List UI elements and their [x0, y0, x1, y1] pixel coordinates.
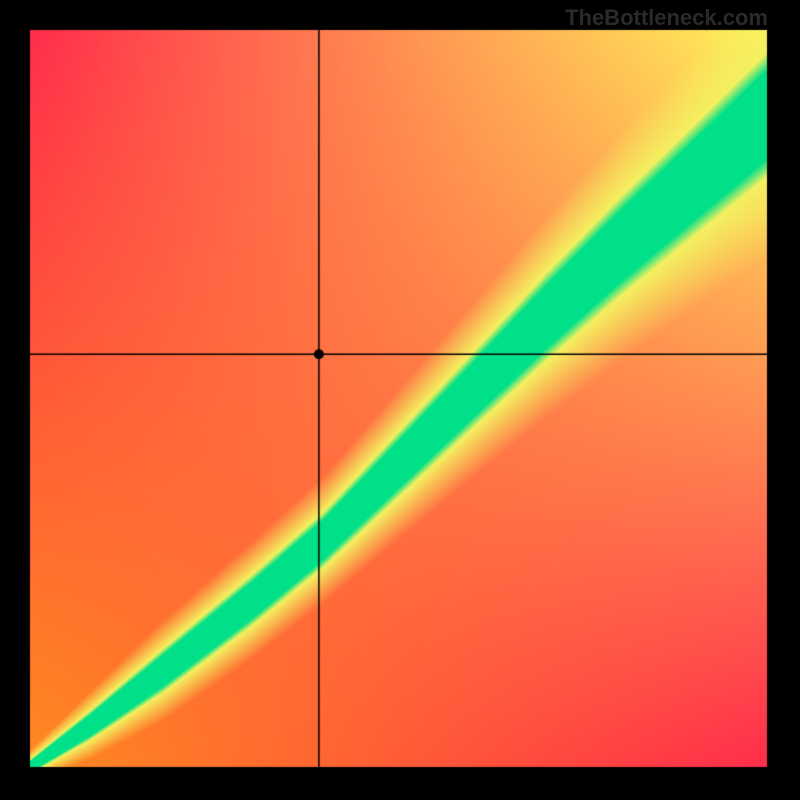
- bottleneck-heatmap: [0, 0, 800, 800]
- chart-container: TheBottleneck.com: [0, 0, 800, 800]
- watermark-text: TheBottleneck.com: [565, 5, 768, 31]
